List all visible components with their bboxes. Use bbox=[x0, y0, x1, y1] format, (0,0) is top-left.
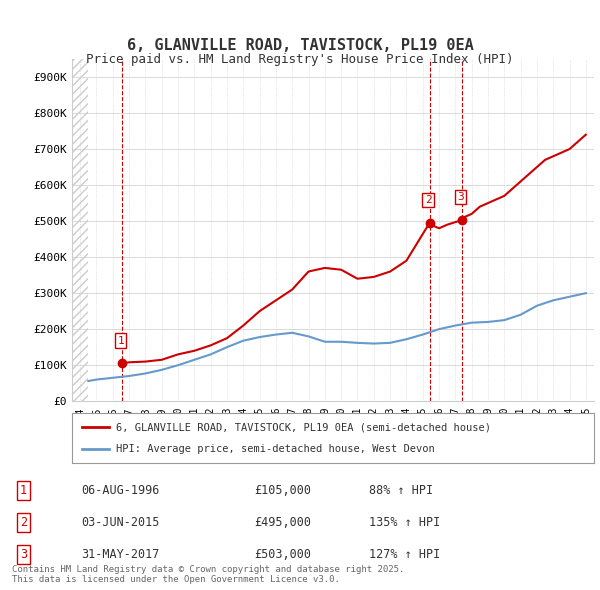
Text: 127% ↑ HPI: 127% ↑ HPI bbox=[369, 548, 440, 561]
Text: 3: 3 bbox=[20, 548, 27, 561]
Text: 2: 2 bbox=[20, 516, 27, 529]
Text: £495,000: £495,000 bbox=[254, 516, 311, 529]
Text: 135% ↑ HPI: 135% ↑ HPI bbox=[369, 516, 440, 529]
Text: 6, GLANVILLE ROAD, TAVISTOCK, PL19 0EA (semi-detached house): 6, GLANVILLE ROAD, TAVISTOCK, PL19 0EA (… bbox=[116, 422, 491, 432]
Text: Contains HM Land Registry data © Crown copyright and database right 2025.
This d: Contains HM Land Registry data © Crown c… bbox=[12, 565, 404, 584]
Text: £105,000: £105,000 bbox=[254, 484, 311, 497]
Text: 88% ↑ HPI: 88% ↑ HPI bbox=[369, 484, 433, 497]
Text: 31-MAY-2017: 31-MAY-2017 bbox=[81, 548, 160, 561]
Text: 03-JUN-2015: 03-JUN-2015 bbox=[81, 516, 160, 529]
Text: 3: 3 bbox=[457, 192, 464, 202]
Text: 6, GLANVILLE ROAD, TAVISTOCK, PL19 0EA: 6, GLANVILLE ROAD, TAVISTOCK, PL19 0EA bbox=[127, 38, 473, 53]
Text: 1: 1 bbox=[20, 484, 27, 497]
Text: £503,000: £503,000 bbox=[254, 548, 311, 561]
Text: 2: 2 bbox=[425, 195, 431, 205]
Text: Price paid vs. HM Land Registry's House Price Index (HPI): Price paid vs. HM Land Registry's House … bbox=[86, 53, 514, 66]
Text: 06-AUG-1996: 06-AUG-1996 bbox=[81, 484, 160, 497]
Text: 1: 1 bbox=[118, 336, 124, 346]
Text: HPI: Average price, semi-detached house, West Devon: HPI: Average price, semi-detached house,… bbox=[116, 444, 435, 454]
Bar bbox=[72, 59, 88, 401]
